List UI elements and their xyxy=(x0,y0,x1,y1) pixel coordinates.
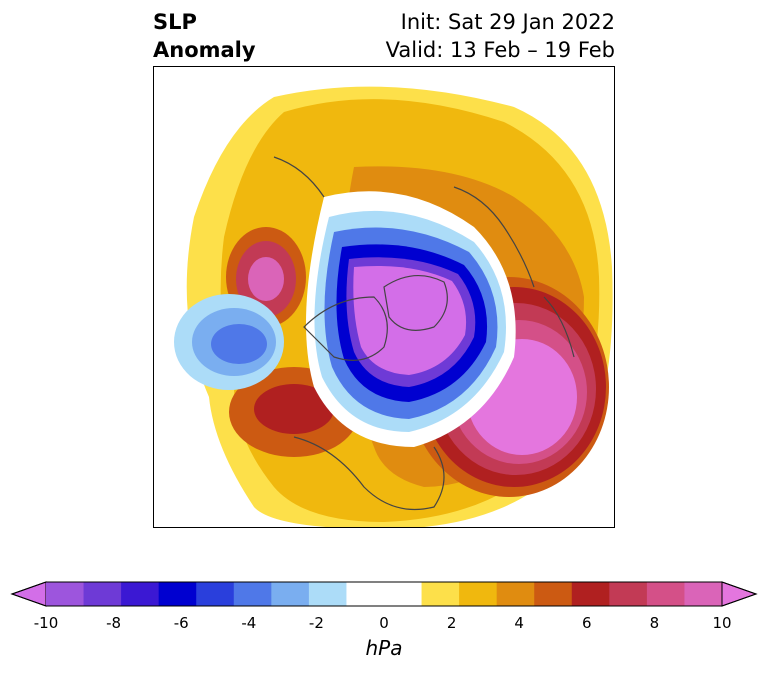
colorbar-segment xyxy=(121,582,160,606)
colorbar-segment xyxy=(646,582,685,606)
init-date: Init: Sat 29 Jan 2022 xyxy=(400,10,615,34)
valid-period: Init: Sat 29 Jan 2022 Valid: 13 Feb – 19… xyxy=(386,8,615,64)
title-line-1: SLP xyxy=(153,10,197,34)
map-svg xyxy=(174,86,613,527)
colorbar-tick-label: -2 xyxy=(308,614,324,632)
colorbar-segment xyxy=(233,582,272,606)
chart-title: SLP Anomaly xyxy=(153,8,256,64)
colorbar-tick-label: 0 xyxy=(379,614,389,632)
colorbar-outline xyxy=(10,581,758,607)
coastlines xyxy=(273,156,575,511)
colorbar-segment xyxy=(421,582,460,606)
colorbar-segment xyxy=(308,582,347,606)
colorbar-segment xyxy=(571,582,610,606)
arctic-low-core xyxy=(353,265,467,375)
colorbar-tick-label: -6 xyxy=(173,614,189,632)
colorbar-segment xyxy=(384,582,423,606)
colorbar-tick-label: 8 xyxy=(649,614,660,632)
colorbar-segment xyxy=(496,582,535,606)
colorbar-segment xyxy=(46,582,85,606)
colorbar-segment xyxy=(83,582,122,606)
colorbar-segment xyxy=(459,582,498,606)
colorbar-segment xyxy=(346,582,385,606)
pacific-high-lower-core xyxy=(254,384,334,434)
anomaly-map xyxy=(153,66,615,528)
colorbar-tick-label: 6 xyxy=(582,614,592,632)
valid-range: Valid: 13 Feb – 19 Feb xyxy=(385,38,615,62)
colorbar-segment xyxy=(534,582,573,606)
colorbar-tick-label: 10 xyxy=(712,614,732,632)
title-line-2: Anomaly xyxy=(153,38,256,62)
pacific-high-core xyxy=(248,257,284,301)
colorbar-tick-label: -4 xyxy=(241,614,257,632)
colorbar-segment xyxy=(684,582,723,606)
colorbar-segment xyxy=(609,582,648,606)
colorbar-extend-max xyxy=(721,581,758,607)
colorbar xyxy=(10,581,758,607)
colorbar-tick-label: 2 xyxy=(446,614,457,632)
colorbar-segment xyxy=(196,582,235,606)
colorbar-tick-label: -10 xyxy=(33,614,59,632)
colorbar-tick-label: -8 xyxy=(106,614,122,632)
colorbar-tick-label: 4 xyxy=(514,614,524,632)
colorbar-segment xyxy=(158,582,197,606)
colorbar-segment xyxy=(271,582,310,606)
colorbar-units: hPa xyxy=(365,636,403,660)
pacific-low-core xyxy=(211,324,267,364)
colorbar-extend-min xyxy=(10,581,47,607)
